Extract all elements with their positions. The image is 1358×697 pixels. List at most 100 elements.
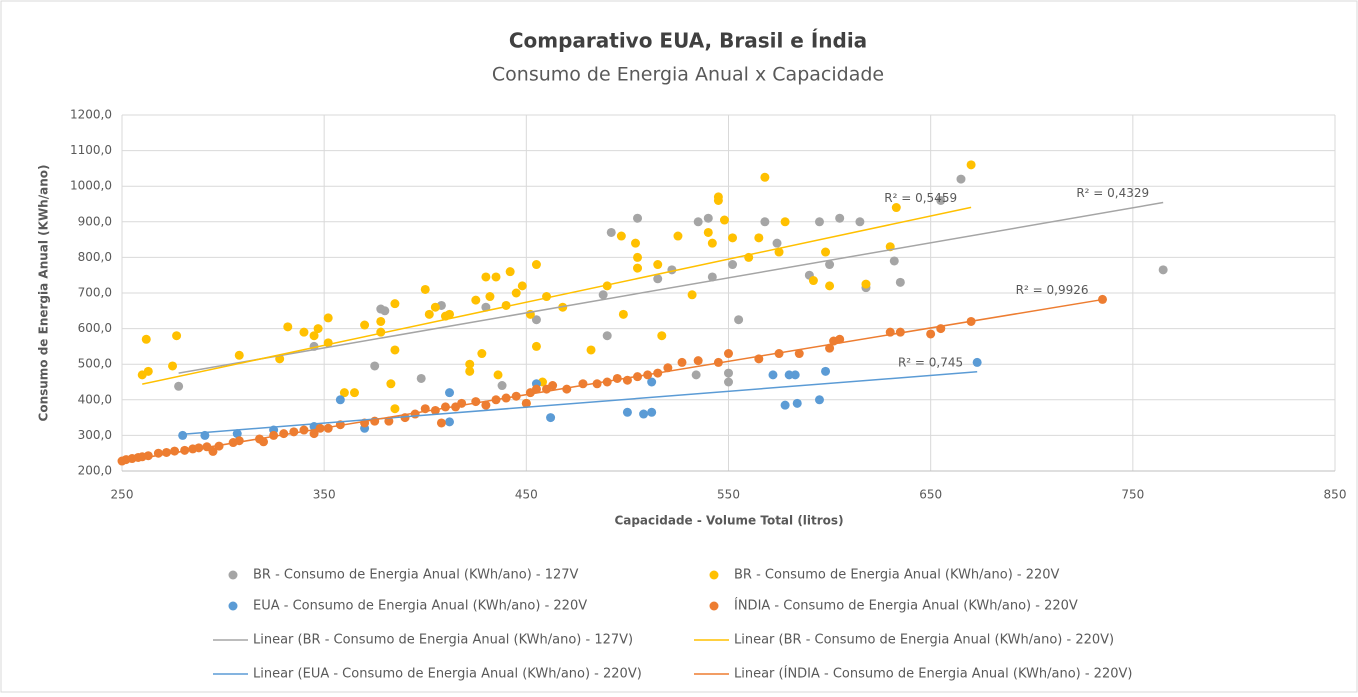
y-tick-label: 400,0	[78, 392, 112, 406]
point	[772, 238, 782, 248]
x-tick-label: 550	[717, 488, 740, 502]
point	[505, 267, 515, 277]
point	[606, 227, 616, 237]
point	[1098, 294, 1108, 304]
point	[445, 417, 455, 427]
point	[531, 341, 541, 351]
chart-subtitle: Consumo de Energia Anual x Capacidade	[492, 64, 884, 86]
point	[760, 172, 770, 182]
point	[653, 274, 663, 284]
point	[618, 309, 628, 319]
point	[724, 368, 733, 378]
point	[309, 429, 319, 439]
point	[956, 174, 966, 184]
point	[622, 407, 632, 417]
point	[481, 302, 491, 312]
point	[445, 309, 455, 319]
point	[647, 377, 657, 387]
point	[891, 203, 901, 213]
point	[895, 327, 905, 337]
legend-marker	[709, 601, 719, 611]
point	[386, 379, 396, 389]
y-tick-label: 700,0	[78, 286, 112, 300]
y-tick-label: 300,0	[78, 428, 112, 442]
point	[546, 413, 556, 423]
point	[653, 260, 663, 270]
legend-label: ÍNDIA - Consumo de Energia Anual (KWh/an…	[734, 598, 1078, 614]
point	[232, 429, 242, 439]
y-axis-title: Consumo de Energia Anual (KWh/ano)	[37, 165, 51, 422]
point	[728, 233, 738, 243]
legend-label: Linear (ÍNDIA - Consumo de Energia Anual…	[734, 666, 1132, 682]
point	[790, 370, 800, 380]
point	[633, 252, 643, 262]
legend-marker	[228, 570, 238, 580]
point	[161, 447, 171, 457]
point	[471, 295, 481, 305]
r-squared-label: R² = 0,4329	[1076, 186, 1149, 200]
point	[835, 334, 845, 344]
point	[531, 384, 541, 394]
point	[707, 272, 717, 282]
point	[760, 217, 770, 227]
trendline	[121, 298, 1103, 463]
point	[808, 276, 818, 286]
point	[370, 361, 380, 371]
point	[440, 402, 450, 412]
point	[794, 349, 804, 359]
point	[724, 377, 733, 387]
point	[178, 430, 188, 440]
point	[598, 290, 608, 300]
point	[719, 215, 729, 225]
legend-label: EUA - Consumo de Energia Anual (KWh/ano)…	[253, 599, 587, 614]
point	[734, 315, 744, 325]
point	[309, 331, 319, 341]
point	[194, 443, 204, 453]
point	[481, 272, 491, 282]
point	[531, 315, 541, 325]
point	[174, 381, 184, 391]
point	[416, 373, 426, 383]
point	[493, 370, 503, 380]
legend-marker	[709, 570, 719, 580]
point	[713, 192, 723, 202]
point	[825, 281, 835, 291]
point	[616, 231, 626, 241]
point	[677, 357, 687, 367]
legend-label: BR - Consumo de Energia Anual (KWh/ano) …	[734, 568, 1060, 583]
point	[208, 446, 218, 456]
point	[521, 398, 531, 408]
point	[491, 272, 501, 282]
x-tick-label: 750	[1121, 488, 1144, 502]
point	[143, 451, 153, 461]
point	[477, 349, 487, 359]
y-tick-label: 800,0	[78, 250, 112, 264]
point	[141, 334, 151, 344]
point	[855, 217, 865, 227]
point	[633, 263, 643, 273]
point	[693, 356, 703, 366]
point	[430, 405, 440, 415]
point	[323, 423, 333, 433]
point	[578, 379, 588, 389]
point	[780, 400, 790, 410]
point	[424, 309, 434, 319]
point	[895, 277, 905, 287]
point	[436, 418, 446, 428]
point	[639, 409, 649, 419]
point	[835, 213, 845, 223]
point	[821, 366, 831, 376]
point	[633, 213, 643, 223]
point	[754, 233, 764, 243]
point	[234, 436, 244, 446]
point	[774, 247, 784, 257]
x-tick-label: 650	[919, 488, 942, 502]
point	[889, 256, 899, 266]
point	[143, 366, 153, 376]
point	[936, 195, 946, 205]
point	[430, 302, 440, 312]
point	[283, 322, 293, 332]
point	[313, 324, 323, 334]
point	[335, 395, 345, 405]
